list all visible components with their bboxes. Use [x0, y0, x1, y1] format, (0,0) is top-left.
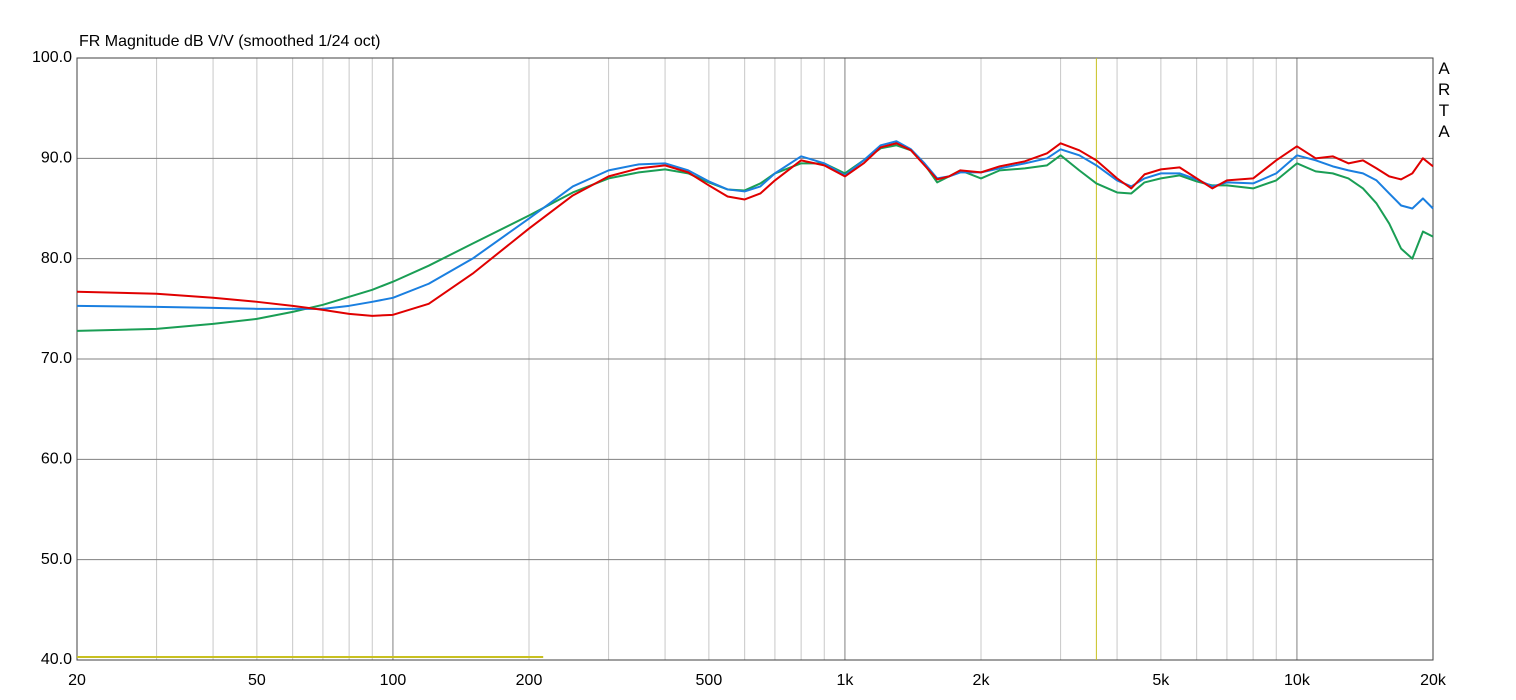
x-tick-label: 20 [68, 672, 86, 689]
watermark: ARTA [1438, 59, 1451, 141]
y-tick-label: 50.0 [41, 551, 72, 568]
x-tick-label: 10k [1284, 672, 1311, 689]
x-tick-label: 1k [836, 672, 854, 689]
x-tick-label: 200 [516, 672, 543, 689]
y-tick-label: 100.0 [32, 49, 72, 66]
x-tick-label: 100 [380, 672, 407, 689]
plot-frame [76, 57, 1434, 661]
y-tick-label: 90.0 [41, 150, 72, 167]
series-line [76, 142, 1434, 317]
x-tick-label: 20k [1420, 672, 1447, 689]
chart-title: FR Magnitude dB V/V (smoothed 1/24 oct) [79, 33, 380, 50]
y-tick-label: 70.0 [41, 350, 72, 367]
x-tick-label: 50 [248, 672, 266, 689]
x-tick-label: 5k [1152, 672, 1170, 689]
x-tick-label: 2k [973, 672, 991, 689]
y-tick-label: 80.0 [41, 250, 72, 267]
series-line [76, 140, 1434, 310]
x-tick-label: 500 [696, 672, 723, 689]
series-line [76, 144, 1434, 332]
y-tick-label: 40.0 [41, 651, 72, 668]
y-tick-label: 60.0 [41, 451, 72, 468]
